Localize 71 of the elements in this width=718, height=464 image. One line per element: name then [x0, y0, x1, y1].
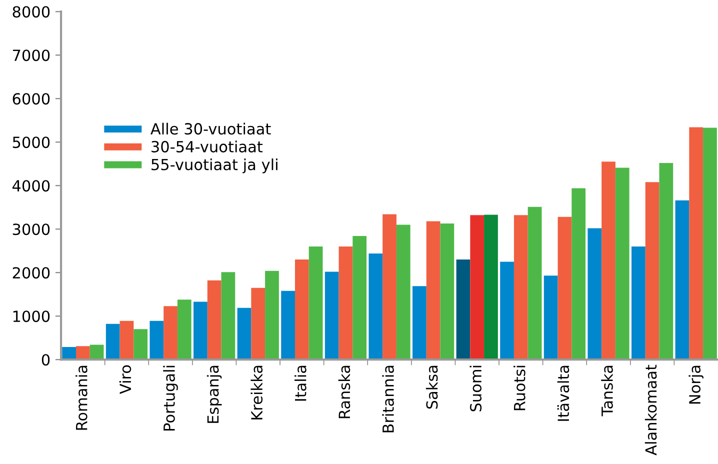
bar	[588, 228, 602, 360]
bar	[528, 206, 542, 360]
x-tick-label: Saksa	[426, 366, 438, 409]
bar	[134, 329, 148, 360]
bar	[659, 162, 674, 360]
bar	[106, 324, 120, 360]
x-tick-label: Portugali	[163, 366, 178, 430]
bar	[500, 262, 514, 360]
bar	[412, 286, 426, 360]
x-tick-label: Itävalta	[557, 366, 570, 421]
legend-label: 55-vuotiaat ja yli	[152, 158, 278, 174]
bar	[558, 216, 572, 360]
bar	[470, 215, 484, 360]
x-tick-label: Norja	[688, 366, 704, 404]
bar	[484, 214, 498, 360]
bar	[440, 223, 454, 360]
bar	[352, 236, 367, 360]
y-tick-label: 7000	[12, 50, 50, 62]
bar	[308, 246, 323, 360]
bar	[338, 246, 353, 360]
bar	[237, 308, 252, 360]
bar	[689, 127, 704, 360]
bar	[324, 272, 339, 360]
bar	[164, 306, 178, 360]
y-tick-label: 2000	[12, 267, 50, 279]
legend-label: Alle 30-vuotiaat	[150, 122, 271, 135]
bar	[281, 290, 295, 360]
bar	[632, 246, 646, 360]
y-tick-label: 0	[42, 354, 50, 366]
y-tick-label: 4000	[12, 180, 50, 192]
x-tick-label: Romania	[76, 366, 88, 430]
bar	[382, 214, 396, 360]
x-tick-label: Britannia	[382, 366, 394, 432]
x-tick-label: Espanja	[206, 366, 222, 423]
bar	[120, 320, 134, 360]
x-tick-label: Ranska	[338, 366, 350, 418]
bar	[265, 270, 279, 360]
bar	[615, 168, 630, 360]
bar	[675, 200, 690, 360]
bar	[456, 260, 470, 360]
bar	[177, 300, 192, 360]
bar	[645, 182, 660, 360]
x-tick-label: Ruotsi	[514, 366, 526, 410]
bar	[62, 346, 76, 360]
x-tick-label: Suomi	[470, 366, 482, 412]
bar	[426, 221, 440, 360]
bar	[703, 128, 717, 360]
bar	[368, 253, 383, 360]
x-tick-label: Kreikka	[250, 366, 263, 420]
bar	[602, 162, 616, 360]
x-tick-label: Italia	[294, 366, 306, 401]
bar	[514, 215, 528, 360]
bar	[194, 302, 208, 360]
legend-label: 30-54-vuotiaat	[152, 140, 263, 152]
bar	[76, 346, 90, 360]
bar	[294, 260, 309, 360]
bar	[150, 320, 164, 360]
bar	[396, 224, 410, 360]
x-tick-label: Alankomaat	[644, 364, 657, 456]
y-tick-label: 5000	[12, 136, 50, 148]
bar	[544, 276, 558, 360]
bar	[221, 272, 236, 360]
bar	[207, 280, 222, 360]
y-tick-label: 1000	[13, 310, 50, 322]
bar	[251, 288, 266, 360]
x-tick-label: Tanska	[601, 366, 613, 416]
y-tick-label: 3000	[12, 224, 50, 236]
y-tick-label: 6000	[12, 93, 50, 105]
y-tick-label: 8000	[12, 6, 50, 18]
bar	[572, 188, 586, 360]
x-tick-label: Viro	[119, 365, 132, 394]
